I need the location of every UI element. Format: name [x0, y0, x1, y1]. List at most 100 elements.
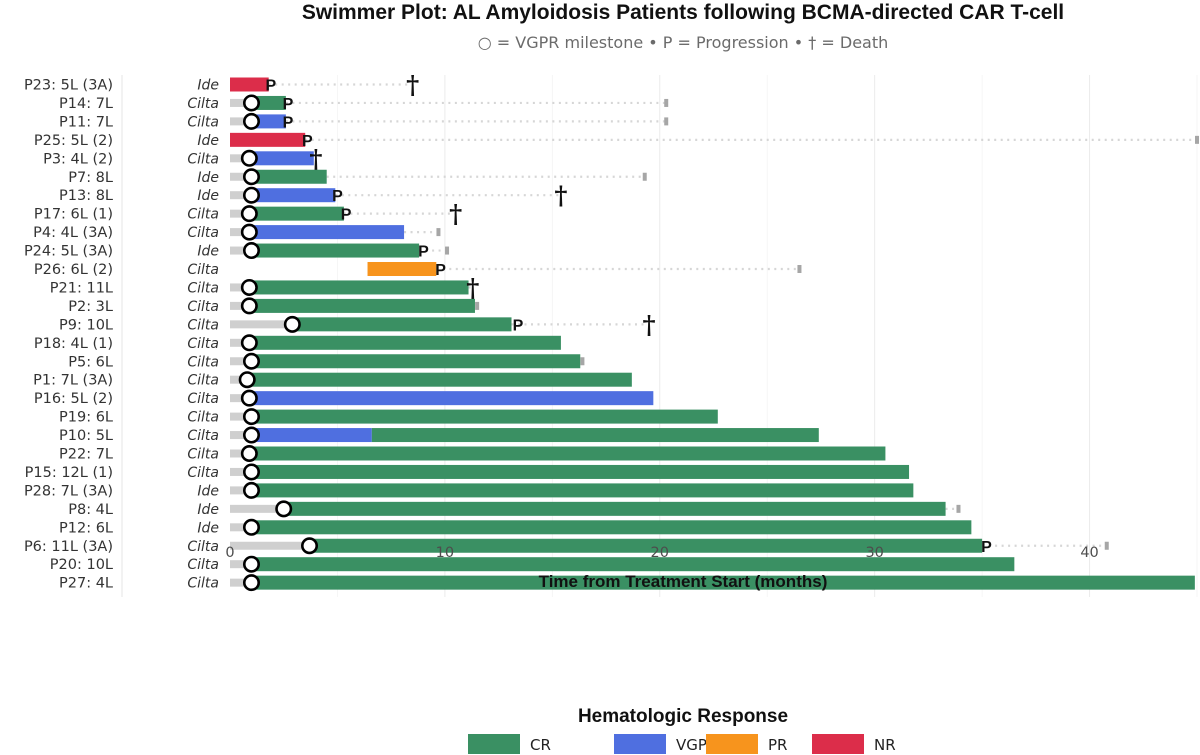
pre-response-bar-p3	[230, 154, 250, 163]
response-bar-cr-p12	[251, 520, 972, 535]
pre-response-bar-p13	[230, 191, 252, 200]
patient-row-p26: P26: 6L (2) Cilta P	[34, 262, 802, 279]
grid-lines	[337, 75, 1198, 597]
patient-row-p11: P11: 7L Cilta P	[59, 112, 669, 131]
patient-label-p28: P28: 7L (3A)	[24, 483, 113, 499]
product-label-p19: Cilta	[187, 410, 219, 426]
pre-response-bar-p22	[230, 449, 250, 458]
progression-marker-p24: P	[418, 244, 429, 261]
response-bar-cr-p27	[251, 575, 1195, 590]
legend-key-nr	[812, 734, 864, 754]
pre-response-bar-p18	[230, 338, 250, 347]
legend-key-vgpr	[614, 734, 666, 754]
followup-end-tick-p7	[642, 172, 647, 181]
patient-row-p21: P21: 11L Cilta †	[50, 273, 480, 302]
patient-row-p19: P19: 6L Cilta	[59, 408, 718, 426]
pre-response-bar-p24	[230, 246, 252, 255]
response-bar-vgpr-p11	[251, 114, 286, 129]
followup-end-tick-p8	[956, 504, 961, 513]
death-marker-p23: †	[406, 71, 419, 100]
legend-title: Hematologic Response	[578, 706, 788, 727]
response-bar-pr-p26	[367, 262, 437, 276]
patient-label-p18: P18: 4L (1)	[34, 336, 113, 352]
vgpr-marker-p3	[240, 149, 258, 167]
response-bar-nr-p23	[230, 77, 269, 92]
response-bar-vgpr-p3	[249, 151, 314, 166]
followup-end-tick-p4	[436, 228, 441, 237]
followup-end-tick-p6	[1104, 541, 1109, 550]
patient-label-p27: P27: 4L	[59, 576, 113, 592]
legend: Hematologic Response CR VGPR PR NR	[468, 706, 896, 754]
patient-row-p1: P1: 7L (3A) Cilta	[33, 371, 632, 389]
patient-label-p21: P21: 11L	[50, 280, 113, 296]
patient-row-p9: P9: 10L Cilta P †	[59, 310, 656, 339]
pre-response-bar-p27	[230, 578, 252, 587]
patient-row-p28: P28: 7L (3A) Ide	[24, 481, 914, 499]
pre-response-bar-p21	[230, 283, 250, 292]
vgpr-marker-p13	[242, 186, 260, 204]
pre-response-bar-p10	[230, 431, 252, 440]
followup-end-tick-p11	[664, 117, 669, 126]
patient-label-p6: P6: 11L (3A)	[24, 539, 113, 555]
vgpr-marker-p19	[242, 408, 260, 426]
product-label-p15: Cilta	[187, 465, 219, 481]
patient-row-p5: P5: 6L Cilta	[68, 352, 585, 370]
pre-response-bar-p16	[230, 394, 250, 403]
pre-response-bar-p9	[230, 320, 293, 329]
vgpr-marker-p6	[301, 537, 319, 555]
legend-label-nr: NR	[874, 736, 896, 754]
response-bar-cr-p24	[251, 243, 420, 258]
pre-response-bar-p4	[230, 228, 250, 237]
product-label-p22: Cilta	[187, 447, 219, 463]
followup-end-tick-p5	[580, 357, 585, 366]
product-label-p24: Ide	[197, 244, 219, 260]
x-tick-label-40: 40	[1080, 545, 1098, 561]
vgpr-marker-p16	[240, 389, 258, 407]
response-bar-cr-p8	[283, 501, 946, 516]
patient-row-p14: P14: 7L Cilta P	[59, 94, 669, 113]
legend-label-pr: PR	[768, 736, 787, 754]
product-label-p2: Cilta	[187, 299, 219, 315]
patient-label-p2: P2: 3L	[68, 299, 113, 315]
product-label-p25: Ide	[197, 133, 219, 149]
pre-response-bar-p7	[230, 172, 252, 181]
product-label-p13: Ide	[197, 188, 219, 204]
product-label-p6: Cilta	[187, 539, 219, 555]
vgpr-marker-p14	[242, 94, 260, 112]
pre-response-bar-p2	[230, 301, 250, 310]
progression-marker-p17: P	[341, 207, 352, 224]
patient-label-p5: P5: 6L	[68, 354, 113, 370]
response-bar-vgpr-p16	[249, 391, 654, 406]
followup-end-tick-p25	[1195, 135, 1199, 144]
patient-label-p26: P26: 6L (2)	[34, 262, 113, 278]
response-bar-cr-p14	[251, 95, 286, 110]
vgpr-marker-p12	[242, 518, 260, 536]
progression-marker-p26: P	[435, 262, 446, 279]
patient-label-p24: P24: 5L (3A)	[24, 244, 113, 260]
product-label-p28: Ide	[197, 483, 219, 499]
vgpr-marker-p17	[240, 205, 258, 223]
product-label-p27: Cilta	[187, 576, 219, 592]
patient-label-p25: P25: 5L (2)	[34, 133, 113, 149]
followup-end-tick-p26	[797, 265, 802, 273]
vgpr-marker-p11	[242, 112, 260, 130]
patient-label-p13: P13: 8L	[59, 188, 113, 204]
death-marker-p9: †	[642, 310, 655, 339]
vgpr-marker-p1	[238, 371, 256, 389]
response-bar-cr-p6	[309, 538, 983, 553]
x-tick-label-20: 20	[651, 545, 669, 561]
product-label-p4: Cilta	[187, 225, 219, 241]
death-marker-p21: †	[466, 273, 479, 302]
death-marker-p17: †	[449, 200, 462, 229]
response-bar-cr-p9	[292, 317, 512, 332]
patient-label-p8: P8: 4L	[68, 502, 113, 518]
patient-label-p17: P17: 6L (1)	[34, 207, 113, 223]
patient-label-p20: P20: 10L	[50, 557, 113, 573]
death-marker-p3: †	[309, 144, 322, 173]
patient-label-p16: P16: 5L (2)	[34, 391, 113, 407]
chart-subtitle: ○ = VGPR milestone • P = Progression • †…	[478, 33, 889, 52]
response-bar-cr-p1	[247, 372, 632, 387]
vgpr-marker-p5	[242, 352, 260, 370]
patient-row-p17: P17: 6L (1) Cilta P †	[34, 200, 462, 229]
